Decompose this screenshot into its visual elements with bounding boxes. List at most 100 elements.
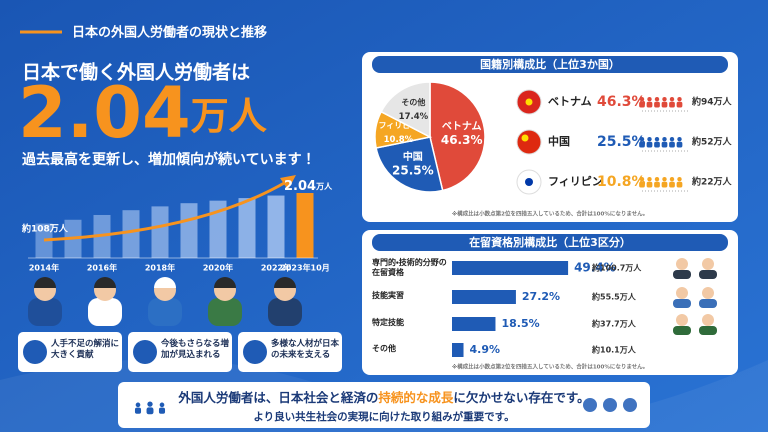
person-icon	[639, 101, 645, 108]
footer-line: より良い共生社会の実現に向けた取り組みが重要です。	[253, 410, 514, 423]
count-label: 約55.5万人	[591, 292, 637, 302]
panel-title: 在留資格別構成比（上位3区分）	[469, 235, 631, 249]
footer-icon	[583, 398, 597, 412]
feature-icon	[243, 340, 267, 364]
value-label: 18.5%	[501, 317, 539, 330]
person-icon	[654, 176, 660, 182]
person-icon	[662, 96, 667, 102]
category-label: その他	[372, 344, 396, 353]
person-icon	[669, 176, 675, 182]
worker-body	[28, 298, 62, 326]
annotation: 約108万人	[21, 223, 69, 235]
person-icon	[662, 136, 667, 142]
person-icon	[646, 181, 653, 188]
footer-text: 持続的な成長	[378, 390, 454, 405]
feature-text: 人手不足の解消に大きく貢献	[51, 339, 120, 360]
country-name: ベトナム	[548, 95, 592, 108]
face	[702, 258, 714, 270]
value-label: 49.4%	[574, 261, 616, 275]
person-icon	[159, 402, 165, 408]
person-icon	[661, 141, 668, 148]
bar	[35, 223, 53, 258]
footer-box	[118, 382, 650, 428]
worker-hair	[154, 277, 176, 288]
flag-emblem	[521, 134, 529, 142]
person-icon	[158, 407, 166, 414]
face	[676, 287, 688, 299]
annotation-unit: 万人	[315, 182, 333, 191]
page-title: 日本の外国人労働者の現状と推移	[72, 25, 267, 41]
person-icon	[669, 101, 675, 108]
x-tick-label: 2018年	[145, 263, 175, 273]
face-body	[699, 299, 717, 308]
hero-number: 2.04万人	[18, 72, 268, 154]
x-tick-label: 2022年	[261, 263, 291, 273]
arrowhead	[280, 175, 296, 190]
person-icon	[134, 407, 142, 414]
country-name: フィリピン	[548, 175, 603, 188]
worker-hair	[274, 277, 296, 288]
bar	[452, 317, 496, 331]
person-icon	[669, 181, 675, 188]
bar	[452, 343, 464, 357]
panel-header	[372, 234, 728, 251]
pie-slice	[375, 136, 444, 193]
footer-icon	[623, 398, 637, 412]
person-icon	[662, 176, 667, 182]
slice-name: ベトナム	[442, 120, 482, 132]
face-body	[673, 299, 691, 308]
annotation-value: 2.04	[284, 179, 316, 194]
bar	[452, 290, 516, 304]
face-body	[673, 326, 691, 335]
person-icon	[647, 96, 652, 102]
trend-arrow	[43, 180, 287, 242]
bar	[122, 210, 140, 258]
bar	[151, 206, 169, 258]
person-icon	[669, 96, 675, 102]
person-icon	[647, 176, 652, 182]
annotation: 2.04万人	[284, 179, 333, 194]
feature-box	[238, 332, 342, 372]
count-label: 約10.1万人	[591, 345, 637, 355]
face-body	[673, 270, 691, 279]
slice-label: 17.4%	[399, 112, 429, 122]
footer-icon	[603, 398, 617, 412]
feature-box	[128, 332, 232, 372]
person-icon	[639, 141, 645, 148]
slice-name: その他	[401, 97, 425, 107]
worker-hair	[94, 277, 116, 288]
person-icon	[661, 101, 668, 108]
person-icon	[639, 176, 645, 182]
hero-unit: 万人	[191, 94, 268, 138]
bar	[180, 203, 198, 258]
person-icon	[669, 141, 675, 148]
country-count: 約94万人	[691, 96, 733, 108]
person-icon	[639, 136, 645, 142]
worker-body	[208, 298, 242, 326]
feature-icon	[23, 340, 47, 364]
feature-text: 今後もさらなる増加が見込まれる	[161, 339, 230, 360]
hero-sub: 過去最高を更新し、増加傾向が続いています！	[22, 151, 316, 168]
country-share: 10.8%	[597, 174, 646, 190]
hero-value: 2.04	[18, 72, 191, 154]
worker-hair	[214, 277, 236, 288]
worker-hair	[34, 277, 56, 288]
country-count: 約52万人	[691, 136, 733, 148]
person-icon	[647, 136, 652, 142]
person-icon	[669, 136, 675, 142]
panel-title: 国籍別構成比（上位3か国）	[480, 57, 620, 71]
slice-name: フィリピン	[378, 120, 418, 130]
x-tick-label: 2016年	[87, 263, 117, 273]
footer-text: に欠かせない存在です。	[453, 390, 589, 405]
bar	[267, 195, 285, 258]
person-icon	[661, 181, 668, 188]
category-label: 専門的・技術的分野の在留資格	[372, 258, 447, 277]
person-icon	[676, 101, 683, 108]
bar	[296, 193, 314, 258]
pie-slice	[380, 81, 431, 139]
slice-label: 10.8%	[384, 135, 414, 145]
slice-label: 25.5%	[392, 163, 434, 177]
face	[702, 314, 714, 326]
count-label: 約37.7万人	[591, 319, 637, 329]
person-icon	[654, 181, 660, 188]
